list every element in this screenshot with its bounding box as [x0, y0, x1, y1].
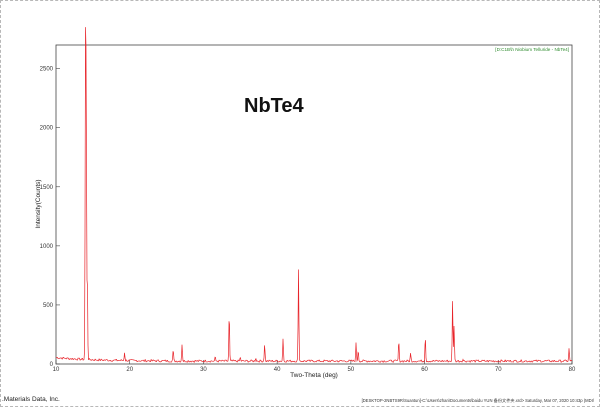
y-tick-label: 2500	[40, 67, 54, 73]
footer-company: .Materials Data, Inc.	[2, 396, 60, 403]
plot-frame	[55, 44, 573, 365]
x-tick-label: 40	[274, 367, 281, 373]
x-tick-label: 30	[200, 367, 207, 373]
x-tick-label: 50	[348, 367, 355, 373]
y-tick-label: 1000	[40, 244, 54, 250]
x-tick-label: 80	[569, 367, 576, 373]
x-axis-title: Two-Theta (deg)	[290, 372, 338, 379]
x-tick-label: 20	[126, 367, 133, 373]
y-tick-label: 2000	[40, 126, 54, 132]
legend-entry: [D:C1B\h Niobium Telluride - NbTe4]	[495, 47, 569, 52]
x-tick-label: 70	[495, 367, 502, 373]
y-tick-label: 1500	[40, 185, 54, 191]
intensity-trace	[55, 27, 573, 363]
y-tick-label: 500	[43, 303, 54, 309]
footer-file-path: [DESKTOP-2NBTS9R\Suantun]-C:\Users\zhan\…	[361, 398, 594, 403]
sample-annotation: NbTe4	[244, 95, 305, 117]
x-tick-label: 60	[421, 367, 428, 373]
x-tick-label: 10	[53, 367, 60, 373]
y-tick-label: 0	[50, 362, 54, 368]
y-axis-title: Intensity(Counts)	[35, 179, 42, 228]
x-axis-ticks: 10 20 30 40 50 60 70 80	[53, 360, 576, 373]
y-axis-ticks: 0 500 1000 1500 2000 2500	[40, 67, 60, 368]
